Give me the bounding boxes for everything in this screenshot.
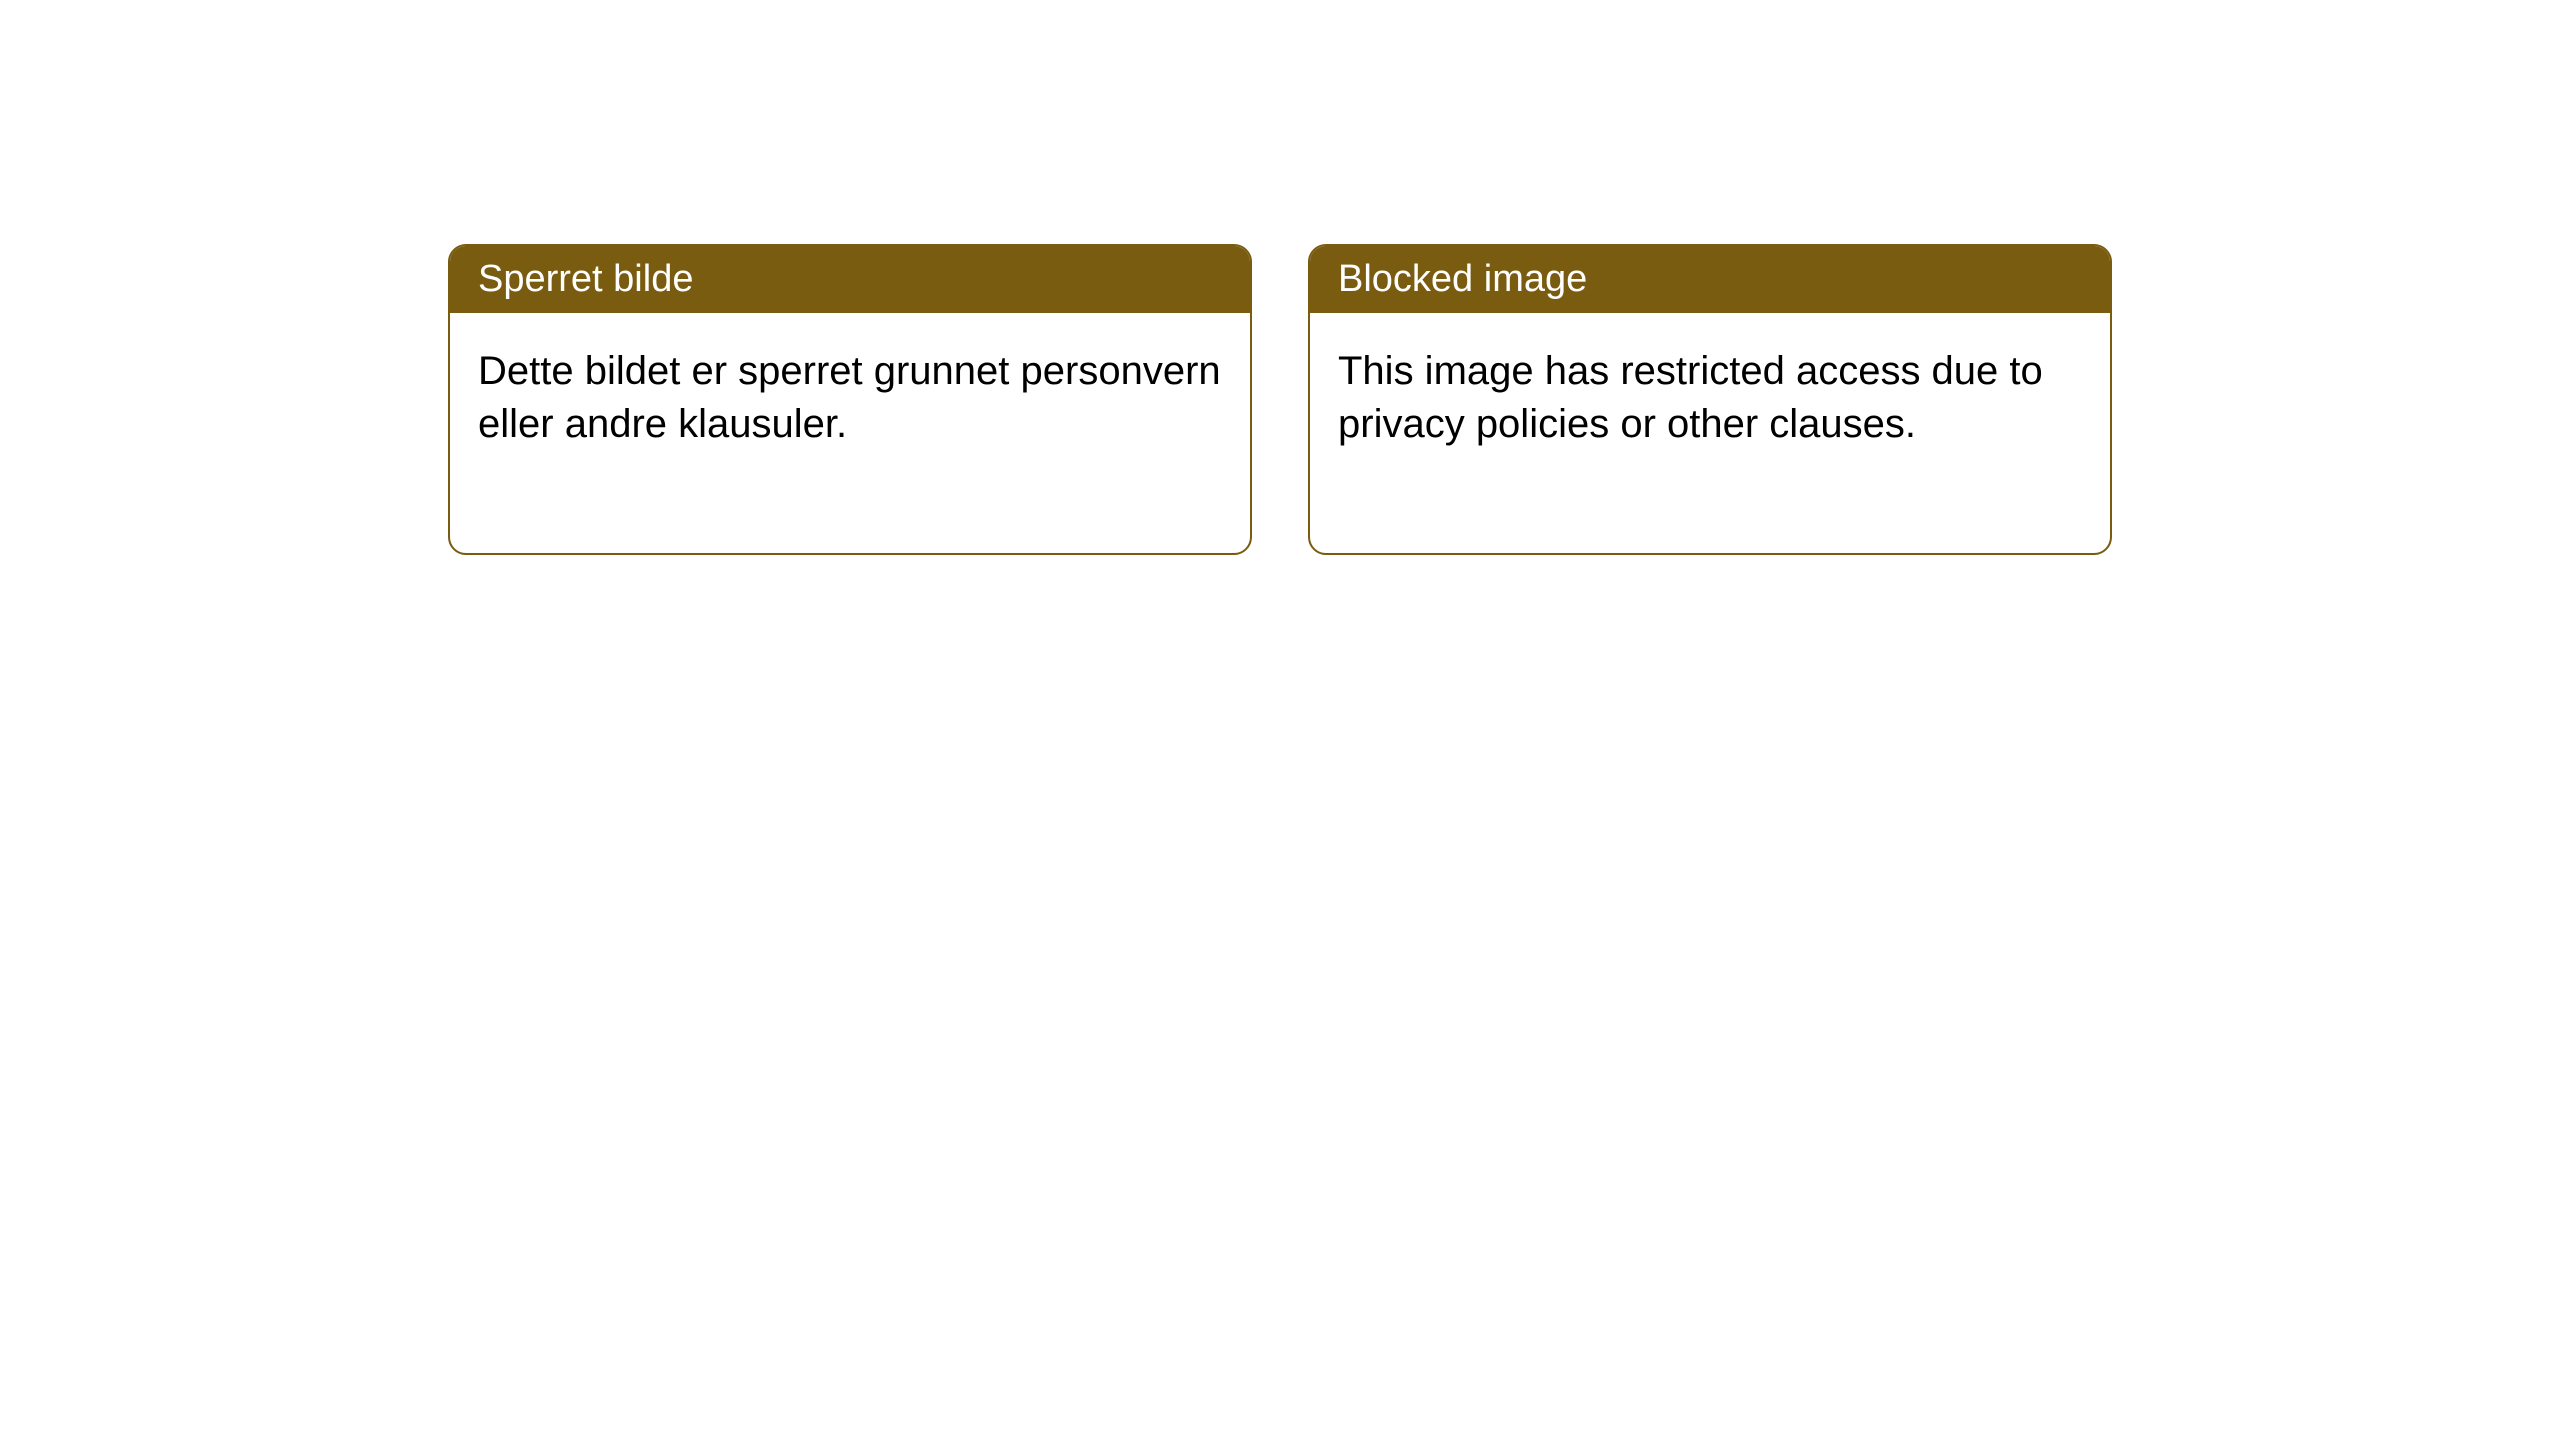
notice-header-en: Blocked image [1310, 246, 2110, 313]
notice-body-en: This image has restricted access due to … [1310, 313, 2110, 553]
notice-card-no: Sperret bilde Dette bildet er sperret gr… [448, 244, 1252, 555]
notice-title-en: Blocked image [1338, 258, 1587, 300]
notice-header-no: Sperret bilde [450, 246, 1250, 313]
notice-text-en: This image has restricted access due to … [1338, 349, 2043, 446]
notice-body-no: Dette bildet er sperret grunnet personve… [450, 313, 1250, 553]
notice-card-en: Blocked image This image has restricted … [1308, 244, 2112, 555]
notice-text-no: Dette bildet er sperret grunnet personve… [478, 349, 1221, 446]
notice-title-no: Sperret bilde [478, 258, 693, 300]
notice-container: Sperret bilde Dette bildet er sperret gr… [448, 244, 2112, 555]
